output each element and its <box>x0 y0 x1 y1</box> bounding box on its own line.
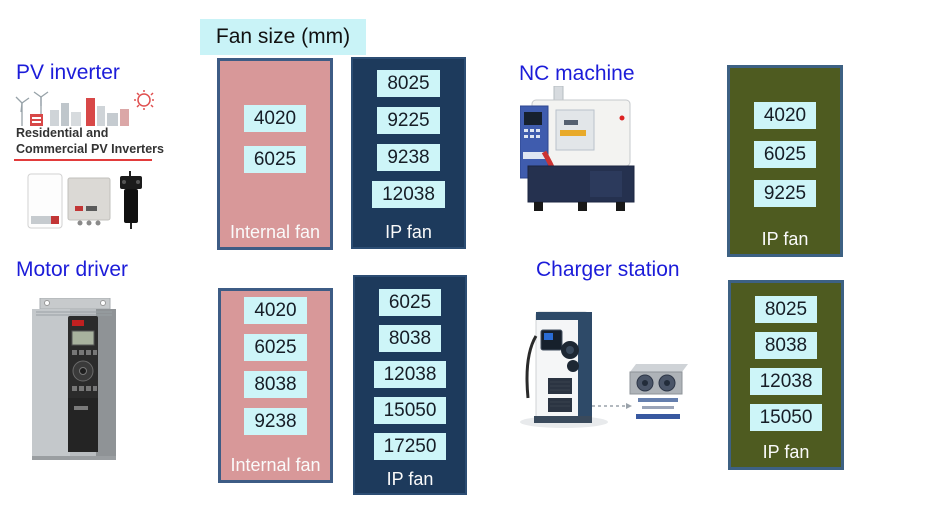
nc-machine-photo <box>520 86 635 211</box>
fan-size-chip: 12038 <box>372 181 445 208</box>
fan-size-chip: 8038 <box>244 371 307 398</box>
pv-internal-fan-box: 4020 6025 Internal fan <box>217 58 333 250</box>
ip-fan-label: IP fan <box>762 442 810 462</box>
pv-skyline-illustration <box>15 90 154 126</box>
internal-fan-label: Internal fan <box>229 222 321 242</box>
fan-size-chip: 4020 <box>753 102 817 129</box>
nc-ip-fan-box: 4020 6025 9225 IP fan <box>727 65 843 257</box>
pv-caption-underline <box>14 159 152 161</box>
fan-size-chip: 9225 <box>753 180 817 207</box>
fan-size-chip: 12038 <box>749 368 823 395</box>
page-title: Fan size (mm) <box>200 19 366 55</box>
pv-ip-fan-box: 8025 9225 9238 12038 IP fan <box>351 57 466 249</box>
heading-charger-station: Charger station <box>536 258 680 281</box>
heading-pv-inverter: PV inverter <box>16 61 120 84</box>
fan-size-chip: 15050 <box>749 404 823 431</box>
fan-size-chip: 6025 <box>243 146 307 173</box>
pv-inverter-products-photo <box>27 171 142 229</box>
fan-size-chip: 12038 <box>373 361 447 388</box>
heading-nc-machine: NC machine <box>519 62 635 85</box>
fan-size-chip: 15050 <box>373 397 447 424</box>
fan-size-chip: 8025 <box>377 70 440 97</box>
internal-fan-label: Internal fan <box>230 455 321 475</box>
charger-ip-fan-box: 8025 8038 12038 15050 IP fan <box>728 280 844 470</box>
fan-size-chip: 6025 <box>378 289 442 316</box>
charger-station-photo <box>520 311 688 428</box>
fan-size-chip: 8038 <box>754 332 818 359</box>
fan-size-chip: 4020 <box>243 105 307 132</box>
fan-size-chip: 9225 <box>377 107 440 134</box>
ip-fan-label: IP fan <box>385 222 432 242</box>
fan-size-chip: 6025 <box>244 334 307 361</box>
motor-ip-fan-box: 6025 8038 12038 15050 17250 IP fan <box>353 275 467 495</box>
fan-size-chip: 8025 <box>754 296 818 323</box>
pv-caption: Residential and Commercial PV Inverters <box>16 125 164 157</box>
pv-caption-line1: Residential and <box>16 126 109 140</box>
ip-fan-label: IP fan <box>761 229 809 249</box>
motor-driver-photo <box>32 298 116 460</box>
pv-caption-line2: Commercial PV Inverters <box>16 142 164 156</box>
fan-size-chip: 8038 <box>378 325 442 352</box>
fan-size-chip: 9238 <box>377 144 440 171</box>
heading-motor-driver: Motor driver <box>16 258 129 281</box>
fan-size-chip: 6025 <box>753 141 817 168</box>
fan-size-chip: 17250 <box>373 433 447 460</box>
fan-size-chip: 4020 <box>244 297 307 324</box>
motor-internal-fan-box: 4020 6025 8038 9238 Internal fan <box>218 288 333 483</box>
fan-size-chip: 9238 <box>244 408 307 435</box>
ip-fan-label: IP fan <box>386 469 434 489</box>
